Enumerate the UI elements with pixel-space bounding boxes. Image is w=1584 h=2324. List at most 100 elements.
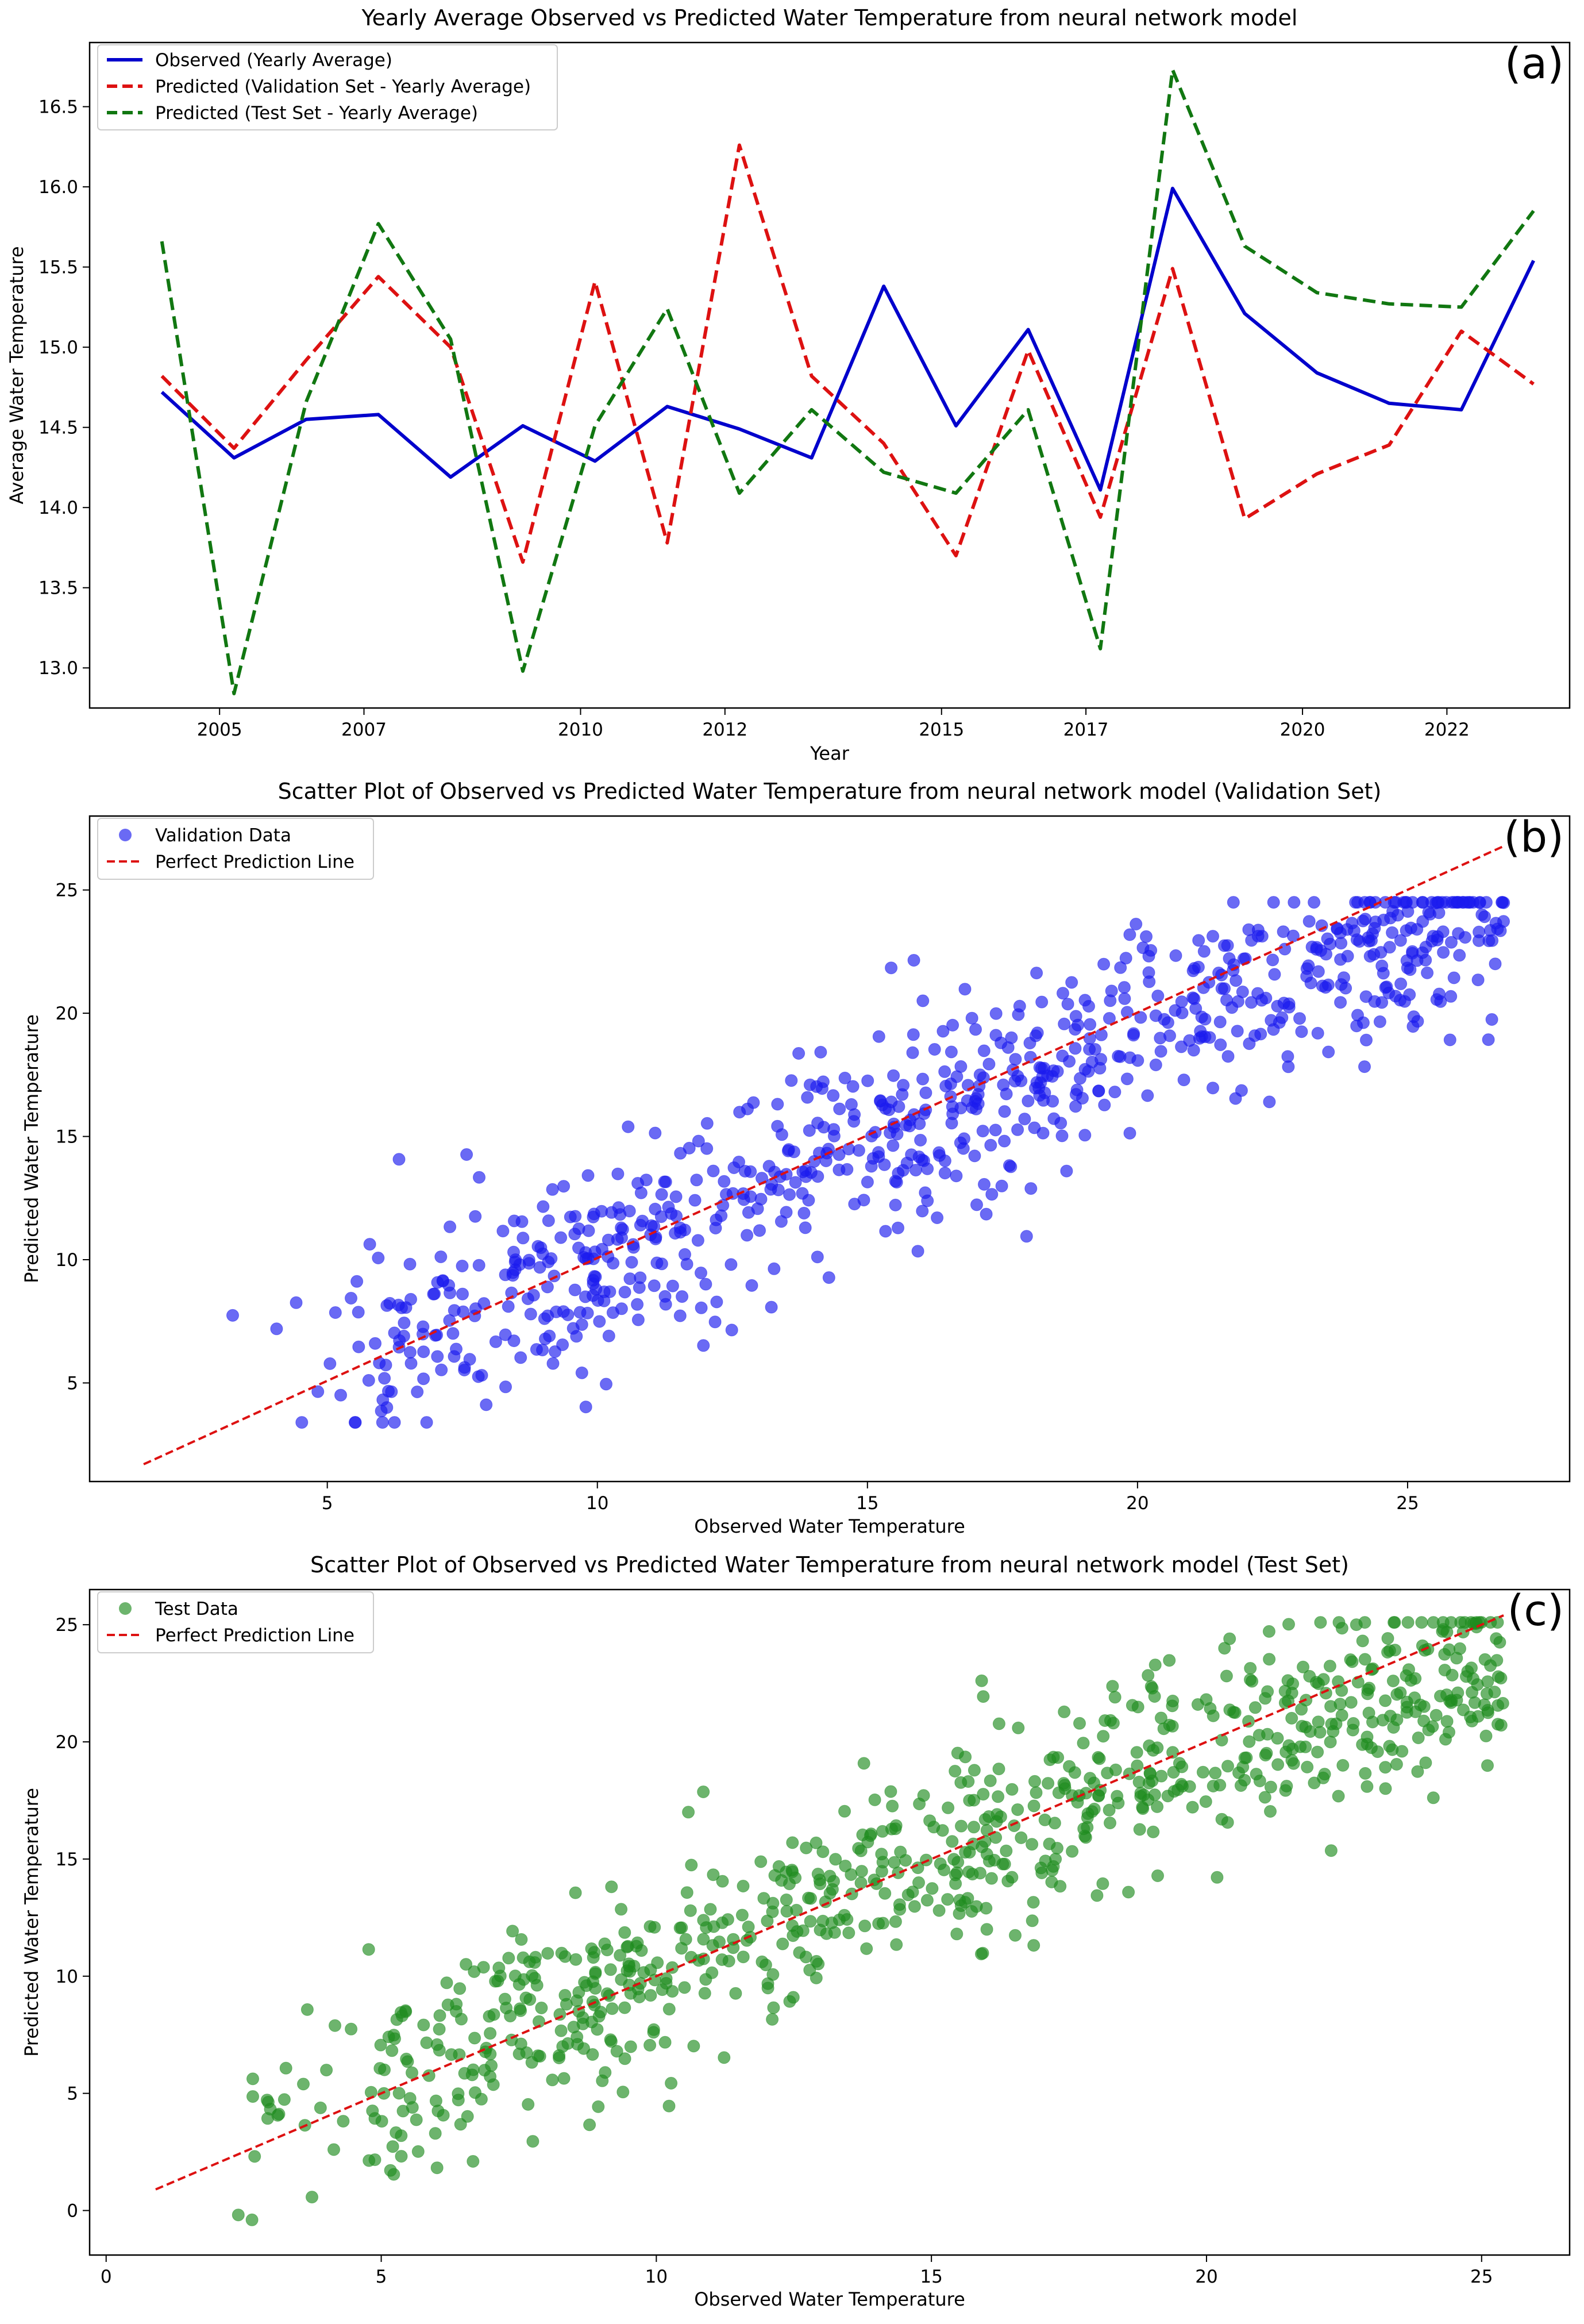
panel-c-point-521 bbox=[716, 1875, 729, 1888]
panel-b-point-44 bbox=[352, 1306, 365, 1319]
panel-c-point-721 bbox=[508, 1969, 522, 1983]
panel-b-point-27 bbox=[1221, 1050, 1235, 1063]
panel-b-point-690 bbox=[506, 1266, 519, 1279]
panel-b-point-134 bbox=[369, 1337, 381, 1350]
panel-b-point-556 bbox=[892, 1221, 904, 1234]
panel-c-point-673 bbox=[300, 2003, 314, 2016]
panel-c-point-386 bbox=[1092, 1790, 1105, 1803]
panel-b-point-718 bbox=[631, 1298, 644, 1311]
panel-c-point-330 bbox=[1390, 1758, 1403, 1771]
panel-c-point-558 bbox=[829, 1853, 842, 1866]
panel-c-xtick-label-5: 25 bbox=[1470, 2267, 1493, 2287]
panel-b-point-798 bbox=[892, 1167, 905, 1180]
panel-a-ylabel: Average Water Temperature bbox=[6, 246, 28, 504]
panel-b-point-726 bbox=[1131, 1054, 1144, 1067]
panel-b-point-226 bbox=[700, 1117, 714, 1130]
panel-b-point-418 bbox=[697, 1339, 710, 1352]
panel-c-point-629 bbox=[823, 1887, 837, 1900]
panel-b-point-22 bbox=[785, 1074, 798, 1087]
panel-b-point-600 bbox=[724, 1258, 738, 1271]
panel-c-point-87 bbox=[1361, 1780, 1374, 1793]
panel-c-label: (c) bbox=[1508, 1586, 1564, 1636]
panel-c-point-602 bbox=[1262, 1625, 1275, 1638]
panel-c-point-737 bbox=[1051, 1842, 1063, 1854]
panel-b-point-430 bbox=[1022, 1094, 1035, 1107]
panel-b-point-762 bbox=[527, 1288, 540, 1302]
panel-b-point-288 bbox=[622, 1120, 635, 1133]
panel-b-point-141 bbox=[945, 1045, 958, 1059]
panel-b-point-165 bbox=[699, 1278, 712, 1291]
panel-a-xtick-label-0: 2005 bbox=[197, 719, 242, 740]
panel-b-point-487 bbox=[1478, 910, 1491, 924]
panel-c-point-455 bbox=[618, 2052, 631, 2065]
panel-c-point-421 bbox=[1264, 1805, 1277, 1818]
panel-c-point-419 bbox=[962, 1775, 975, 1788]
panel-b-point-2 bbox=[1118, 992, 1131, 1005]
panel-b-point-714 bbox=[1041, 1069, 1054, 1082]
panel-c-point-325 bbox=[246, 2090, 259, 2103]
panel-b-point-676 bbox=[1322, 1045, 1335, 1059]
panel-c-point-322 bbox=[938, 1863, 950, 1876]
panel-c-point-517 bbox=[467, 2155, 480, 2168]
panel-b-point-447 bbox=[435, 1363, 448, 1376]
panel-c-point-342 bbox=[906, 1886, 919, 1899]
panel-b-point-239 bbox=[715, 1209, 728, 1222]
panel-c-point-246 bbox=[1446, 1668, 1459, 1682]
panel-b-point-497 bbox=[827, 1089, 840, 1102]
panel-b-legend: Validation Data Perfect Prediction Line bbox=[97, 818, 374, 880]
panel-b-point-785 bbox=[1391, 909, 1404, 922]
panel-c-point-648 bbox=[980, 1848, 993, 1861]
panel-b-point-56 bbox=[936, 1025, 950, 1038]
panel-c-point-714 bbox=[1493, 1636, 1506, 1649]
panel-b-point-252 bbox=[546, 1183, 559, 1196]
panel-b-point-633 bbox=[995, 1036, 1008, 1049]
panel-c-point-437 bbox=[329, 2019, 341, 2032]
panel-a-xtick-label-7: 2022 bbox=[1424, 719, 1470, 740]
panel-c-point-73 bbox=[1077, 1737, 1090, 1750]
panel-c-point-774 bbox=[1332, 1790, 1345, 1803]
panel-b-point-791 bbox=[938, 1167, 951, 1180]
panel-b-point-394 bbox=[914, 1134, 927, 1146]
panel-c-point-329 bbox=[1281, 1674, 1294, 1687]
panel-b-point-272 bbox=[976, 1125, 989, 1138]
panel-c-point-744 bbox=[1440, 1626, 1454, 1638]
panel-c-point-781 bbox=[1144, 1680, 1158, 1693]
panel-c-point-235 bbox=[1358, 1653, 1371, 1666]
panel-c-point-263 bbox=[384, 2164, 397, 2177]
panel-b-point-664 bbox=[1169, 1004, 1182, 1017]
panel-c-point-408 bbox=[975, 1674, 988, 1687]
panel-b-point-101 bbox=[688, 1194, 702, 1207]
panel-c-point-116 bbox=[1438, 1648, 1451, 1661]
panel-c-point-402 bbox=[1167, 1766, 1180, 1779]
panel-b-point-774 bbox=[1431, 930, 1444, 943]
panel-b-point-735 bbox=[1058, 1017, 1071, 1030]
panel-b-point-131 bbox=[372, 1252, 385, 1264]
panel-b-point-432 bbox=[797, 1207, 811, 1219]
panel-c-point-124 bbox=[1199, 1795, 1212, 1808]
panel-b-point-725 bbox=[392, 1298, 405, 1311]
panel-b-point-790 bbox=[450, 1342, 463, 1356]
panel-c-point-291 bbox=[1285, 1711, 1298, 1725]
panel-b-point-162 bbox=[984, 1138, 997, 1152]
panel-c-point-547 bbox=[465, 2068, 479, 2081]
panel-b-point-703 bbox=[569, 1210, 582, 1223]
panel-b-point-463 bbox=[879, 1225, 892, 1238]
panel-b-point-287 bbox=[557, 1180, 571, 1193]
panel-b-point-62 bbox=[1078, 1129, 1092, 1142]
panel-b-point-371 bbox=[1221, 939, 1234, 952]
panel-b-point-550 bbox=[1207, 1082, 1219, 1095]
panel-b-point-685 bbox=[1321, 978, 1335, 991]
panel-c-point-475 bbox=[1332, 1616, 1346, 1629]
panel-c-point-757 bbox=[399, 2005, 413, 2018]
panel-b-point-565 bbox=[634, 1186, 648, 1199]
panel-c-point-204 bbox=[800, 1841, 813, 1854]
panel-c-point-327 bbox=[1142, 1669, 1155, 1682]
panel-c-point-676 bbox=[949, 1765, 962, 1777]
panel-b-point-374 bbox=[420, 1416, 433, 1429]
panel-b-point-444 bbox=[645, 1219, 658, 1232]
panel-b-point-559 bbox=[799, 1221, 812, 1234]
panel-b-point-448 bbox=[1341, 949, 1354, 963]
panel-b-point-399 bbox=[916, 1205, 929, 1218]
panel-b-point-106 bbox=[290, 1296, 303, 1309]
panel-c-point-94 bbox=[884, 1785, 897, 1798]
